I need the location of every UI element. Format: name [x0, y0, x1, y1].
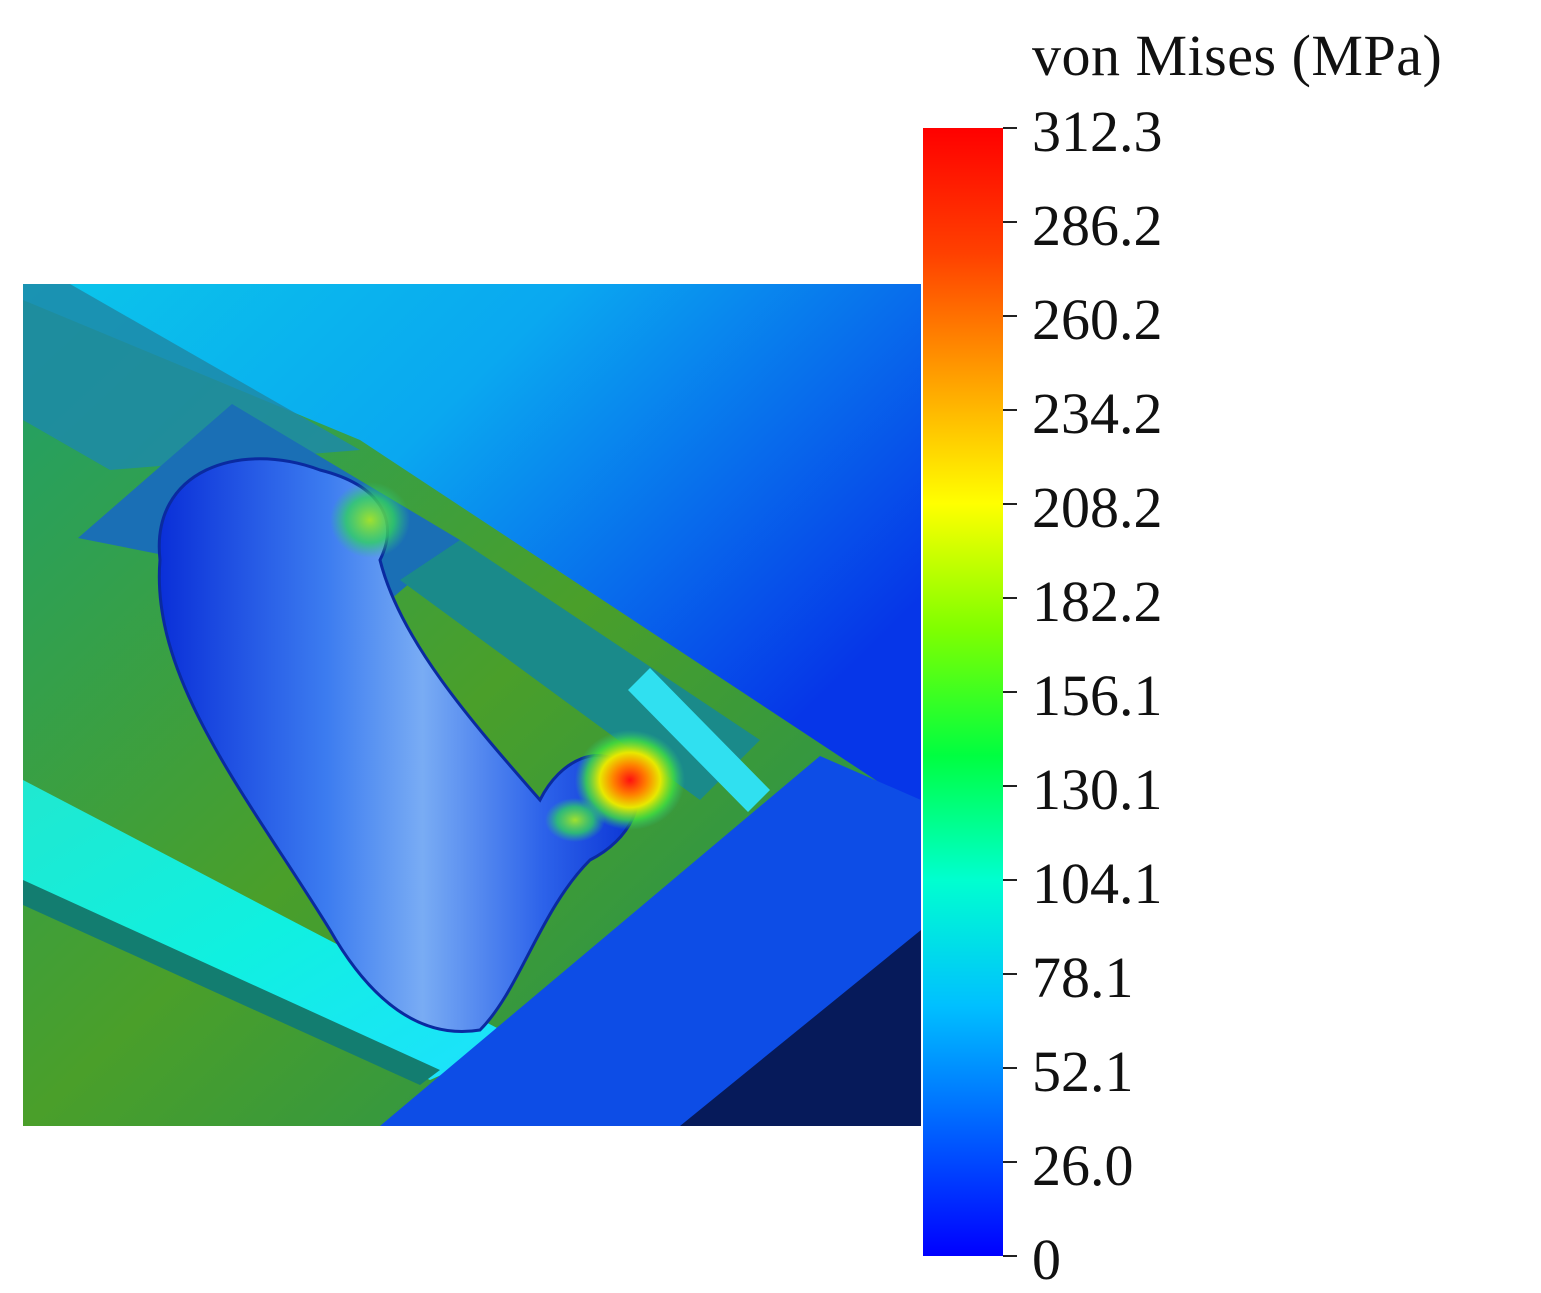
colorbar-tick-label: 26.0: [1032, 1133, 1134, 1198]
legend-title: von Mises (MPa): [1032, 23, 1443, 88]
upper-hotspot: [330, 482, 410, 558]
slot-inner: [400, 540, 760, 800]
top-plate: [23, 284, 921, 810]
colorbar-tick-label: 78.1: [1032, 945, 1134, 1010]
colorbar-tick-label: 104.1: [1032, 851, 1163, 916]
colorbar-tick-label: 208.2: [1032, 475, 1163, 540]
colorbar-tick-label: 130.1: [1032, 757, 1163, 822]
slot-strip: [628, 668, 770, 812]
colorbar-tick-label: 156.1: [1032, 663, 1163, 728]
colorbar-tick-label: 260.2: [1032, 287, 1163, 352]
base-block: [380, 756, 921, 1126]
lower-strip-edge: [23, 880, 440, 1085]
lower-hotspot: [545, 798, 605, 842]
colorbar-ticks: [1003, 127, 1017, 1257]
colorbar-tick-label: 182.2: [1032, 569, 1163, 634]
colorbar: [923, 128, 1003, 1256]
colorbar-tick-label: 234.2: [1032, 381, 1163, 446]
colorbar-tick-label: 0: [1032, 1227, 1061, 1292]
colorbar-tick-label: 286.2: [1032, 193, 1163, 258]
colorbar-tick-label: 52.1: [1032, 1039, 1134, 1104]
colorbar-tick-label: 312.3: [1032, 99, 1163, 164]
base-block-shadow: [680, 930, 921, 1126]
max-stress-hotspot: [575, 730, 685, 830]
upper-band: [23, 284, 360, 470]
